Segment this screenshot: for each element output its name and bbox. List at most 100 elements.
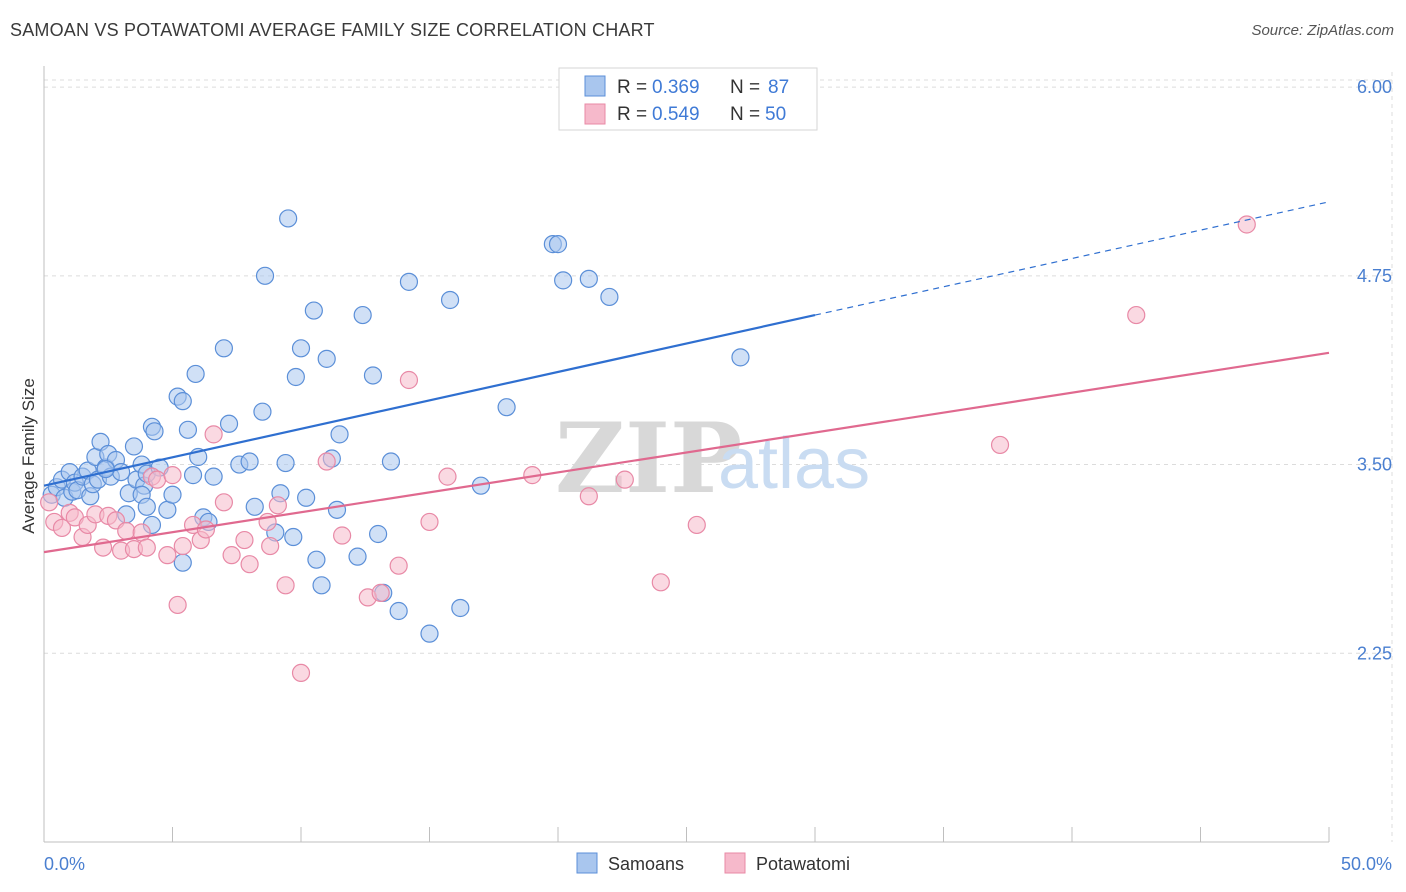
bottom-legend-label-samoans: Samoans xyxy=(608,854,684,874)
samoans-point xyxy=(363,366,383,385)
samoans-point xyxy=(327,500,347,519)
potawatomi-point xyxy=(651,573,670,592)
bottom-legend-swatch-potawatomi xyxy=(724,852,746,874)
potawatomi-point xyxy=(137,538,156,557)
x-tick-label-max: 50.0% xyxy=(1341,854,1392,874)
samoans-point xyxy=(297,488,316,507)
trend-lines xyxy=(43,201,1330,554)
samoans-point xyxy=(124,437,144,456)
samoans-trend-line xyxy=(43,314,816,487)
samoans-point xyxy=(600,287,619,307)
samoans-point xyxy=(369,524,388,544)
samoans-point xyxy=(279,209,298,228)
potawatomi-point xyxy=(261,536,280,556)
potawatomi-point xyxy=(1127,305,1146,325)
samoans-point xyxy=(145,422,164,441)
samoans-point xyxy=(579,269,598,288)
chart-title: SAMOAN VS POTAWATOMI AVERAGE FAMILY SIZE… xyxy=(10,20,655,40)
samoans-point xyxy=(286,367,305,387)
legend-r-label-potawatomi: R = xyxy=(617,104,647,125)
potawatomi-point xyxy=(371,583,390,602)
samoans-point xyxy=(451,598,470,618)
watermark-atlas: atlas xyxy=(718,424,870,504)
potawatomi-point xyxy=(168,595,187,615)
samoans-point xyxy=(204,467,223,486)
potawatomi-point xyxy=(1237,215,1256,234)
samoans-point xyxy=(312,576,331,595)
samoans-point xyxy=(291,339,311,358)
samoans-point xyxy=(348,547,367,566)
samoans-point xyxy=(276,453,295,473)
samoans-point xyxy=(219,414,239,433)
potawatomi-point xyxy=(117,521,136,541)
samoans-point xyxy=(253,402,272,421)
potawatomi-point xyxy=(204,425,223,444)
legend-n-value-potawatomi: 50 xyxy=(765,104,786,125)
legend-r-label-samoans: R = xyxy=(617,77,647,98)
y-tick-label: 4.75 xyxy=(1357,266,1392,286)
potawatomi-point xyxy=(240,555,259,574)
potawatomi-point xyxy=(147,470,167,489)
samoans-point xyxy=(183,466,203,485)
samoans-point xyxy=(284,527,303,547)
samoans-trend-line-extension xyxy=(814,201,1330,316)
samoans-point xyxy=(389,601,408,621)
samoans-point xyxy=(137,497,156,516)
potawatomi-point xyxy=(317,452,336,471)
legend-r-value-potawatomi: 0.549 xyxy=(652,104,700,125)
legend-r-value-samoans: 0.369 xyxy=(652,77,700,98)
data-points xyxy=(40,209,1256,683)
legend-n-label-samoans: N = xyxy=(730,77,760,98)
potawatomi-point xyxy=(276,576,295,595)
potawatomi-point xyxy=(990,435,1010,455)
samoans-point xyxy=(440,290,460,310)
samoans-point xyxy=(186,364,205,384)
potawatomi-point xyxy=(687,515,706,535)
potawatomi-point xyxy=(333,526,352,545)
samoans-point xyxy=(330,425,349,444)
potawatomi-point xyxy=(615,470,634,489)
samoans-point xyxy=(214,339,233,358)
legend-swatch-samoans xyxy=(584,75,606,97)
potawatomi-point xyxy=(420,512,439,532)
samoans-point xyxy=(497,398,516,417)
samoans-point xyxy=(173,553,192,572)
bottom-legend-swatch-samoans xyxy=(576,852,598,874)
samoans-point xyxy=(304,301,323,320)
samoans-point xyxy=(245,497,264,516)
potawatomi-point xyxy=(52,518,72,538)
samoans-point xyxy=(731,348,750,367)
legend-n-value-samoans: 87 xyxy=(768,77,789,98)
source-credit: Source: ZipAtlas.com xyxy=(1251,22,1394,39)
y-tick-labels: 2.25 3.50 4.75 6.00 xyxy=(1357,77,1392,663)
legend-n-label-potawatomi: N = xyxy=(730,104,760,125)
samoans-point xyxy=(158,500,177,519)
samoans-point xyxy=(173,392,192,411)
watermark: ZIP atlas xyxy=(555,402,870,515)
potawatomi-point xyxy=(438,467,457,486)
potawatomi-point xyxy=(222,546,241,565)
bottom-legend: Samoans Potawatomi xyxy=(576,852,850,874)
samoans-point xyxy=(178,420,198,439)
bottom-legend-label-potawatomi: Potawatomi xyxy=(756,854,850,874)
potawatomi-point xyxy=(163,466,182,485)
samoans-point xyxy=(420,624,439,643)
y-tick-label: 6.00 xyxy=(1357,77,1392,97)
potawatomi-point xyxy=(399,370,419,390)
x-tick-label-min: 0.0% xyxy=(44,854,85,874)
samoans-point xyxy=(307,550,326,569)
samoans-point xyxy=(96,459,115,479)
axes xyxy=(43,66,1330,843)
samoans-point xyxy=(240,452,259,471)
legend-swatch-potawatomi xyxy=(584,103,606,125)
y-tick-label: 2.25 xyxy=(1357,643,1392,663)
legend: R = 0.369 N = 87 R = 0.549 N = 50 xyxy=(558,67,818,131)
potawatomi-point xyxy=(158,546,177,565)
potawatomi-point xyxy=(389,556,408,575)
y-tick-label: 3.50 xyxy=(1357,455,1392,475)
potawatomi-trend-line xyxy=(43,351,1330,554)
potawatomi-point xyxy=(579,487,598,506)
samoans-point xyxy=(381,452,401,471)
potawatomi-point xyxy=(235,530,254,550)
potawatomi-point xyxy=(268,496,287,515)
